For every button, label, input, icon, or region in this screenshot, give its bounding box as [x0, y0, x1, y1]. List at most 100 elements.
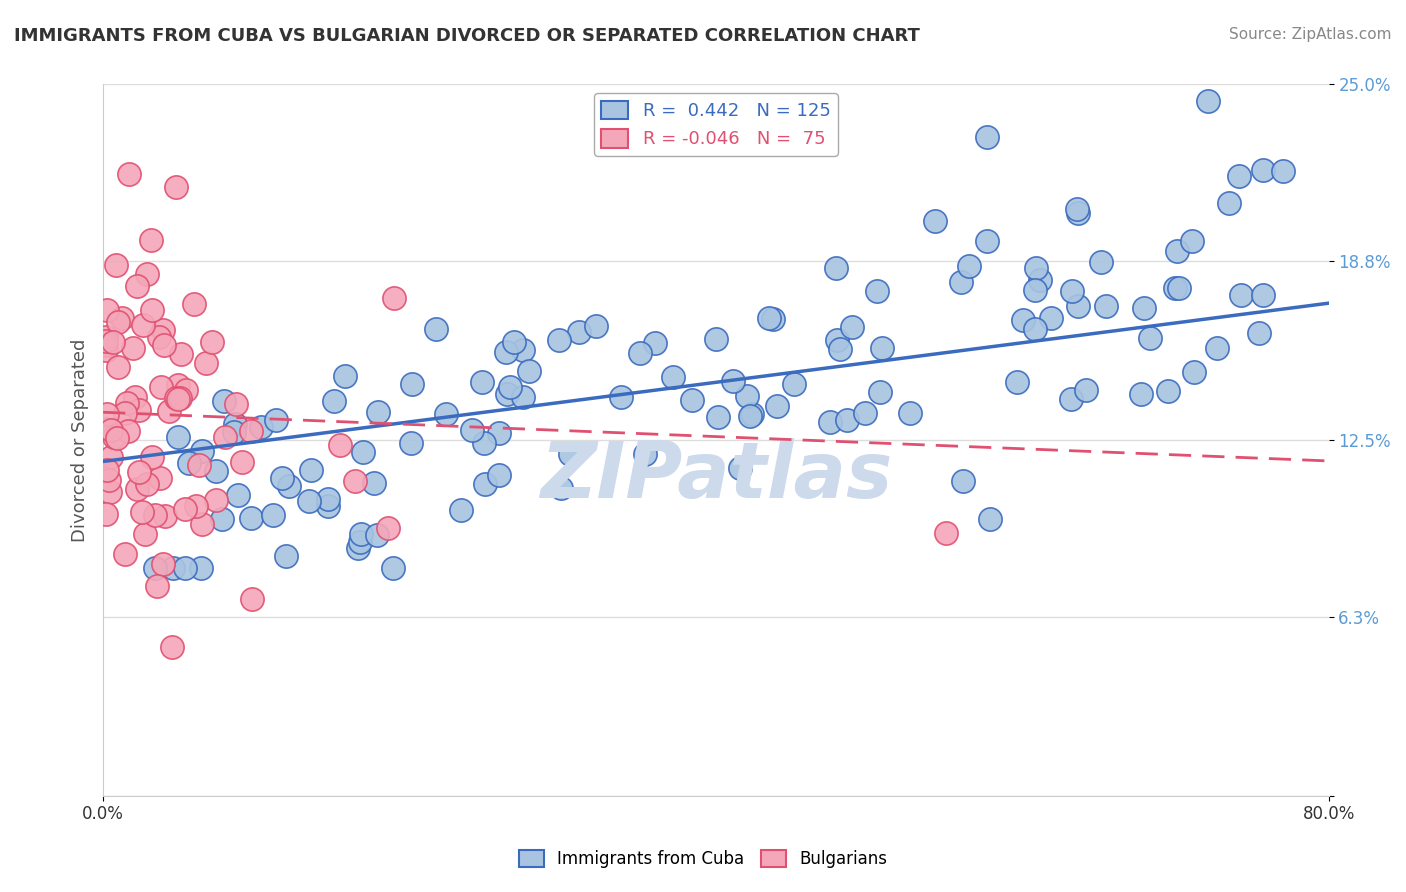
- Point: [363, 475, 385, 490]
- Point: [1066, 206, 1088, 220]
- Point: [299, 462, 322, 476]
- Point: [125, 279, 148, 293]
- Point: [152, 323, 174, 337]
- Point: [122, 341, 145, 355]
- Point: [333, 368, 356, 383]
- Point: [174, 383, 197, 397]
- Point: [231, 455, 253, 469]
- Point: [162, 561, 184, 575]
- Point: [1094, 299, 1116, 313]
- Point: [662, 370, 685, 384]
- Text: IMMIGRANTS FROM CUBA VS BULGARIAN DIVORCED OR SEPARATED CORRELATION CHART: IMMIGRANTS FROM CUBA VS BULGARIAN DIVORC…: [14, 27, 920, 45]
- Point: [177, 456, 200, 470]
- Point: [352, 445, 374, 459]
- Point: [134, 527, 156, 541]
- Point: [127, 482, 149, 496]
- Point: [488, 425, 510, 440]
- Point: [436, 407, 458, 421]
- Point: [935, 525, 957, 540]
- Point: [276, 549, 298, 563]
- Point: [148, 330, 170, 344]
- Point: [225, 397, 247, 411]
- Point: [128, 465, 150, 479]
- Point: [107, 315, 129, 329]
- Point: [167, 392, 190, 407]
- Point: [96, 508, 118, 522]
- Y-axis label: Divorced or Separated: Divorced or Separated: [72, 338, 89, 541]
- Point: [136, 268, 159, 282]
- Point: [124, 391, 146, 405]
- Point: [212, 394, 235, 409]
- Point: [350, 526, 373, 541]
- Point: [503, 334, 526, 349]
- Point: [924, 214, 946, 228]
- Point: [681, 392, 703, 407]
- Point: [98, 473, 121, 487]
- Point: [224, 425, 246, 440]
- Point: [1206, 341, 1229, 355]
- Point: [495, 345, 517, 359]
- Point: [141, 450, 163, 465]
- Point: [174, 561, 197, 575]
- Point: [741, 408, 763, 422]
- Point: [349, 534, 371, 549]
- Point: [835, 412, 858, 426]
- Point: [191, 444, 214, 458]
- Point: [472, 436, 495, 450]
- Point: [174, 501, 197, 516]
- Point: [517, 364, 540, 378]
- Point: [226, 488, 249, 502]
- Point: [153, 509, 176, 524]
- Point: [1090, 255, 1112, 269]
- Point: [169, 391, 191, 405]
- Point: [644, 336, 666, 351]
- Point: [190, 561, 212, 575]
- Point: [152, 557, 174, 571]
- Point: [825, 333, 848, 347]
- Point: [183, 296, 205, 310]
- Point: [118, 167, 141, 181]
- Text: Source: ZipAtlas.com: Source: ZipAtlas.com: [1229, 27, 1392, 42]
- Point: [1197, 95, 1219, 109]
- Point: [318, 491, 340, 506]
- Point: [1182, 365, 1205, 379]
- Point: [240, 424, 263, 438]
- Point: [366, 528, 388, 542]
- Point: [131, 506, 153, 520]
- Point: [728, 461, 751, 475]
- Point: [1024, 284, 1046, 298]
- Point: [706, 332, 728, 346]
- Point: [853, 406, 876, 420]
- Point: [132, 318, 155, 333]
- Point: [1040, 310, 1063, 325]
- Point: [461, 423, 484, 437]
- Point: [828, 342, 851, 356]
- Point: [298, 493, 321, 508]
- Point: [738, 409, 761, 424]
- Point: [96, 330, 118, 344]
- Point: [347, 541, 370, 555]
- Point: [952, 474, 974, 488]
- Point: [145, 579, 167, 593]
- Point: [101, 334, 124, 349]
- Legend: R =  0.442   N = 125, R = -0.046   N =  75: R = 0.442 N = 125, R = -0.046 N = 75: [593, 94, 838, 155]
- Text: ZIPatlas: ZIPatlas: [540, 438, 891, 514]
- Point: [214, 429, 236, 443]
- Point: [1247, 326, 1270, 341]
- Point: [329, 438, 352, 452]
- Point: [382, 561, 405, 575]
- Point: [224, 417, 246, 432]
- Point: [382, 291, 405, 305]
- Point: [135, 476, 157, 491]
- Point: [512, 343, 534, 357]
- Point: [1253, 162, 1275, 177]
- Point: [1218, 196, 1240, 211]
- Point: [548, 333, 571, 347]
- Point: [211, 512, 233, 526]
- Point: [1025, 261, 1047, 276]
- Point: [204, 464, 226, 478]
- Point: [239, 511, 262, 525]
- Point: [117, 396, 139, 410]
- Point: [96, 422, 118, 436]
- Point: [166, 377, 188, 392]
